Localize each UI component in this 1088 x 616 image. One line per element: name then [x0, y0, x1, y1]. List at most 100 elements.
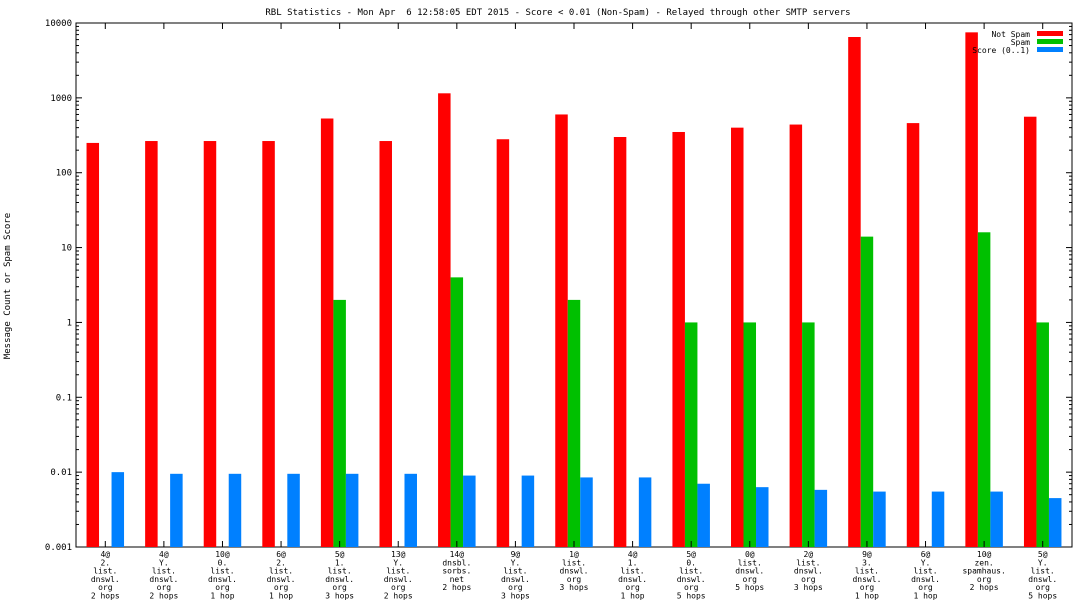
x-tick-label: org: [391, 583, 406, 592]
x-tick-label: 1 hop: [855, 592, 879, 601]
bar-not-spam: [496, 139, 510, 548]
x-tick-label: 1.: [628, 558, 638, 567]
bar-score-0-1: [345, 473, 359, 547]
bar-score-0-1: [111, 472, 125, 547]
y-tick-label: 1: [67, 318, 72, 328]
bar-not-spam: [379, 141, 392, 547]
bar-not-spam: [906, 123, 920, 547]
x-tick-label: org: [1035, 583, 1050, 592]
y-tick-label: 100: [56, 169, 72, 179]
bar-not-spam: [1023, 116, 1037, 548]
bar-not-spam: [672, 131, 685, 548]
x-tick-label: org: [332, 583, 347, 592]
bar-score-0-1: [1048, 498, 1062, 547]
legend-label: Not Spam: [991, 30, 1030, 39]
x-tick-label: 1 hop: [621, 592, 645, 601]
x-tick-label: 0.: [686, 558, 696, 567]
x-tick-label: 2 hops: [384, 592, 413, 601]
x-tick-label: org: [977, 575, 992, 584]
bar-score-0-1: [814, 489, 828, 547]
bar-not-spam: [731, 127, 744, 548]
x-tick-label: 14@: [450, 550, 465, 559]
x-tick-label: 2 hops: [149, 592, 178, 601]
x-tick-label: list.: [93, 567, 117, 576]
y-tick-label: 0.1: [56, 393, 72, 403]
bar-not-spam: [555, 114, 568, 548]
x-tick-label: Y.: [511, 558, 521, 567]
x-tick-label: zen.: [974, 558, 993, 567]
x-tick-label: org: [157, 583, 172, 592]
bar-not-spam: [438, 93, 451, 547]
x-tick-label: dnswl.: [618, 575, 647, 584]
x-tick-label: 3 hops: [794, 583, 823, 592]
bar-not-spam: [203, 141, 217, 547]
x-tick-label: list.: [562, 558, 586, 567]
bar-score-0-1: [463, 475, 476, 547]
y-tick-label: 0.001: [45, 543, 72, 553]
x-tick-label: 4@: [628, 550, 638, 559]
bar-spam: [977, 232, 991, 548]
x-tick-label: 6@: [276, 550, 286, 559]
x-tick-label: 2 hops: [442, 583, 471, 592]
chart-title: RBL Statistics - Mon Apr 6 12:58:05 EDT …: [265, 8, 850, 18]
bar-score-0-1: [697, 483, 710, 547]
x-tick-label: org: [215, 583, 230, 592]
x-tick-label: dnswl.: [677, 575, 706, 584]
bar-spam: [1036, 322, 1049, 547]
y-tick-label: 10: [61, 244, 72, 254]
x-tick-label: org: [274, 583, 289, 592]
bar-not-spam: [965, 32, 978, 548]
x-tick-label: dnswl.: [325, 575, 354, 584]
x-tick-label: list.: [269, 567, 293, 576]
bar-spam: [567, 299, 581, 547]
bar-score-0-1: [228, 473, 242, 547]
bar-score-0-1: [873, 491, 886, 547]
x-tick-label: org: [860, 583, 875, 592]
bar-not-spam: [613, 137, 627, 547]
legend-label: Spam: [1011, 38, 1030, 47]
bar-not-spam: [86, 142, 100, 547]
x-tick-label: list.: [796, 558, 820, 567]
x-tick-label: 3 hops: [325, 592, 354, 601]
x-tick-label: Y.: [159, 558, 169, 567]
x-tick-label: dnswl.: [501, 575, 530, 584]
x-tick-label: dnswl.: [911, 575, 940, 584]
legend-label: Score (0..1): [972, 46, 1030, 55]
x-tick-label: org: [801, 575, 816, 584]
bar-spam: [860, 236, 874, 547]
x-tick-label: dnsbl.: [442, 558, 471, 567]
bar-score-0-1: [580, 477, 593, 547]
legend-swatch: [1037, 31, 1063, 36]
bar-not-spam: [145, 141, 158, 547]
x-tick-label: 10@: [215, 550, 230, 559]
x-tick-label: 1 hop: [913, 592, 937, 601]
bar-score-0-1: [638, 477, 652, 547]
x-tick-label: org: [684, 583, 699, 592]
x-tick-label: dnswl.: [208, 575, 237, 584]
x-tick-label: list.: [210, 567, 234, 576]
x-tick-label: net: [450, 575, 465, 584]
bar-spam: [333, 299, 346, 547]
x-tick-label: 13@: [391, 550, 406, 559]
x-tick-label: 3 hops: [501, 592, 530, 601]
x-tick-label: 5 hops: [677, 592, 706, 601]
x-tick-label: org: [743, 575, 758, 584]
x-tick-label: 2 hops: [970, 583, 999, 592]
bar-not-spam: [789, 124, 803, 548]
x-tick-label: list.: [855, 567, 879, 576]
x-tick-label: 5 hops: [735, 583, 764, 592]
x-tick-label: list.: [738, 558, 762, 567]
x-tick-label: 6@: [921, 550, 931, 559]
x-tick-label: org: [918, 583, 933, 592]
x-tick-label: 2 hops: [91, 592, 120, 601]
bar-spam: [743, 322, 757, 547]
x-tick-label: 2@: [804, 550, 814, 559]
bar-score-0-1: [990, 491, 1003, 547]
bar-not-spam: [848, 37, 861, 547]
bar-score-0-1: [170, 473, 183, 547]
x-tick-label: dnswl.: [560, 567, 589, 576]
bar-not-spam: [320, 118, 334, 547]
y-axis-label: Message Count or Spam Score: [3, 213, 13, 359]
